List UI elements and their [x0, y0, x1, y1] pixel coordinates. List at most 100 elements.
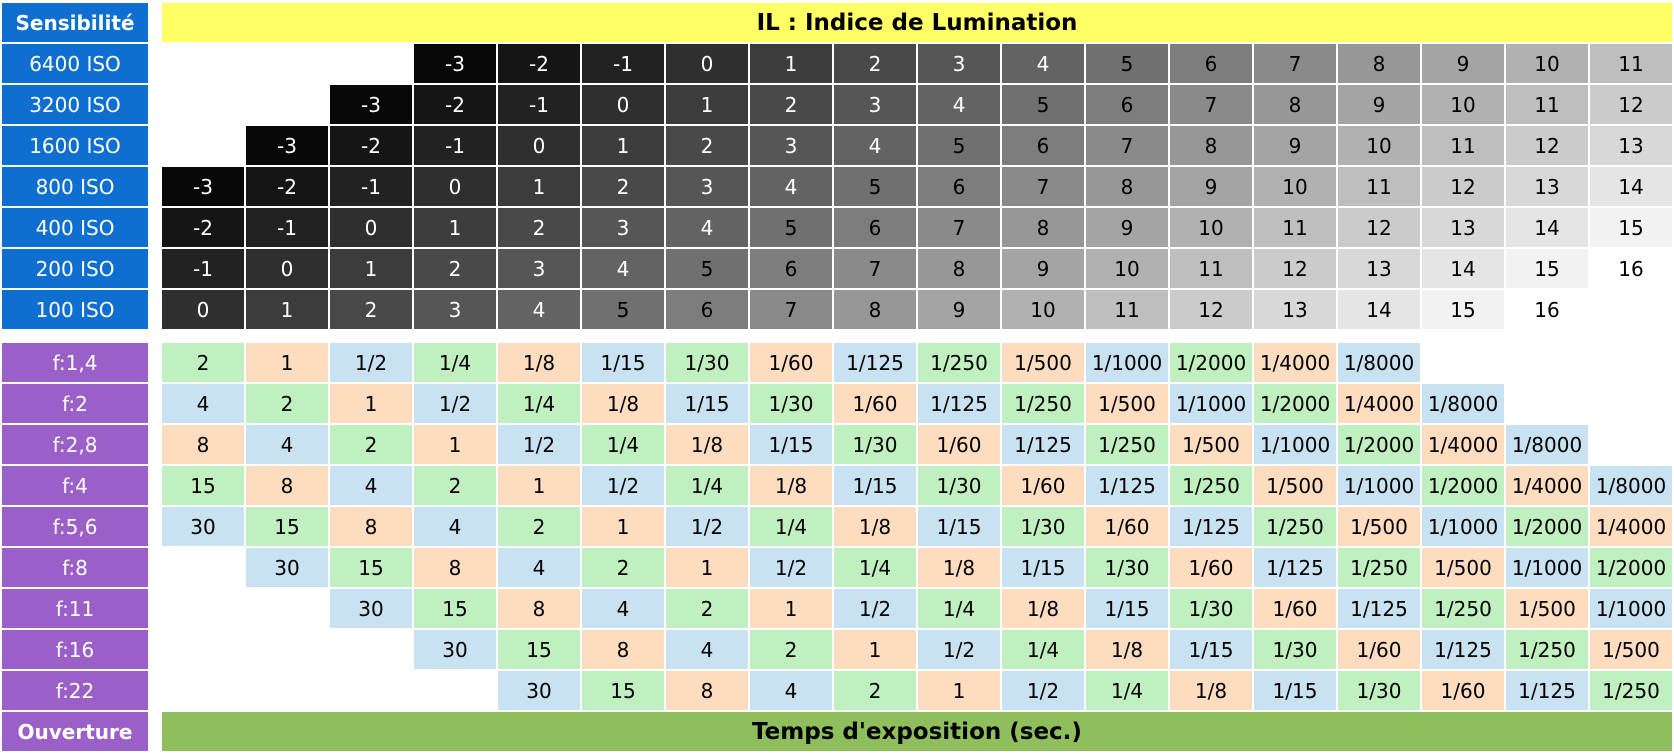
exposure-cell: 1/125: [834, 343, 916, 382]
il-cell: 13: [1506, 167, 1588, 206]
exposure-cell: 1/2000: [1338, 425, 1420, 464]
il-cell: 15: [1506, 249, 1588, 288]
il-cell: 7: [750, 290, 832, 329]
exposure-cell: 8: [498, 589, 580, 628]
exposure-cell: 1/500: [1170, 425, 1252, 464]
exposure-cell: 30: [414, 630, 496, 669]
il-cell: 8: [1254, 85, 1336, 124]
il-cell: 8: [918, 249, 1000, 288]
aperture-label: f:1,4: [2, 343, 148, 382]
iso-label: 6400 ISO: [2, 44, 148, 83]
exposure-cell: 1/30: [1338, 671, 1420, 710]
il-cell: 8: [1170, 126, 1252, 165]
exposure-cell: 8: [666, 671, 748, 710]
il-cell: -2: [330, 126, 412, 165]
exposure-cell: 1/4000: [1338, 384, 1420, 423]
iso-label: 200 ISO: [2, 249, 148, 288]
exposure-cell: 1/2: [414, 384, 496, 423]
il-cell: 13: [1254, 290, 1336, 329]
il-cell: 1: [246, 290, 328, 329]
exposure-cell: 1/8: [582, 384, 664, 423]
exposure-cell: 1/8000: [1590, 466, 1672, 505]
exposure-cell: 1/4: [834, 548, 916, 587]
iso-label: 100 ISO: [2, 290, 148, 329]
exposure-cell: 2: [666, 589, 748, 628]
exposure-cell: 1/8: [834, 507, 916, 546]
il-cell: 10: [1338, 126, 1420, 165]
il-cell: 0: [498, 126, 580, 165]
il-cell: 10: [1506, 44, 1588, 83]
exposure-cell: 8: [330, 507, 412, 546]
exposure-cell: 1/1000: [1086, 343, 1168, 382]
exposure-cell: 1/8: [1086, 630, 1168, 669]
il-cell: 16: [1506, 290, 1588, 329]
il-cell: 4: [918, 85, 1000, 124]
exposure-cell: 15: [498, 630, 580, 669]
il-cell: 4: [582, 249, 664, 288]
il-cell: 10: [1170, 208, 1252, 247]
exposure-cell: 1/500: [1002, 343, 1084, 382]
exposure-cell: 1/8: [498, 343, 580, 382]
exposure-cell: 1/4000: [1422, 425, 1504, 464]
il-cell: 9: [1422, 44, 1504, 83]
exposure-cell: 1/15: [666, 384, 748, 423]
exposure-cell: 1: [246, 343, 328, 382]
il-cell: 3: [918, 44, 1000, 83]
exposure-cell: 4: [666, 630, 748, 669]
aperture-label: f:22: [2, 671, 148, 710]
exposure-cell: 1/8: [666, 425, 748, 464]
exposure-cell: 4: [330, 466, 412, 505]
exposure-cell: 1/2000: [1506, 507, 1588, 546]
aperture-label: f:2: [2, 384, 148, 423]
exposure-cell: 8: [582, 630, 664, 669]
il-cell: 8: [1338, 44, 1420, 83]
il-cell: -1: [414, 126, 496, 165]
exposure-cell: 1: [498, 466, 580, 505]
il-cell: 5: [666, 249, 748, 288]
il-cell: 7: [1170, 85, 1252, 124]
il-cell: 16: [1590, 249, 1672, 288]
exposure-cell: 1/8: [750, 466, 832, 505]
il-cell: 6: [918, 167, 1000, 206]
exposure-cell: 1/2: [666, 507, 748, 546]
exposure-cell: 1/15: [582, 343, 664, 382]
il-cell: 1: [330, 249, 412, 288]
exposure-cell: 1/30: [1002, 507, 1084, 546]
il-cell: 8: [1002, 208, 1084, 247]
il-cell: 14: [1590, 167, 1672, 206]
exposure-cell: 1/4000: [1590, 507, 1672, 546]
exposure-cell: 1/2000: [1590, 548, 1672, 587]
exposure-cell: 30: [330, 589, 412, 628]
exposure-cell: 1/4: [666, 466, 748, 505]
exposure-cell: 30: [162, 507, 244, 546]
il-cell: -3: [414, 44, 496, 83]
il-cell: 12: [1170, 290, 1252, 329]
il-cell: 6: [666, 290, 748, 329]
exposure-cell: 1/15: [1254, 671, 1336, 710]
exposure-cell: 1/1000: [1254, 425, 1336, 464]
il-cell: 7: [834, 249, 916, 288]
il-cell: 0: [330, 208, 412, 247]
il-cell: 0: [246, 249, 328, 288]
il-cell: 6: [1086, 85, 1168, 124]
il-cell: 4: [750, 167, 832, 206]
il-cell: 3: [666, 167, 748, 206]
exposure-cell: 1/2000: [1422, 466, 1504, 505]
il-cell: 4: [1002, 44, 1084, 83]
il-cell: 7: [918, 208, 1000, 247]
exposure-cell: 1/500: [1590, 630, 1672, 669]
exposure-cell: 1/250: [1422, 589, 1504, 628]
exposure-cell: 1/2: [918, 630, 1000, 669]
exposure-cell: 1/30: [750, 384, 832, 423]
exposure-cell: 2: [582, 548, 664, 587]
il-cell: 3: [834, 85, 916, 124]
exposure-cell: 1/4: [918, 589, 1000, 628]
exposure-cell: 1/15: [750, 425, 832, 464]
aperture-title: Ouverture: [2, 712, 148, 751]
exposure-cell: 4: [246, 425, 328, 464]
il-cell: 12: [1506, 126, 1588, 165]
il-cell: -1: [162, 249, 244, 288]
il-cell: 6: [750, 249, 832, 288]
exposure-cell: 1/4: [414, 343, 496, 382]
